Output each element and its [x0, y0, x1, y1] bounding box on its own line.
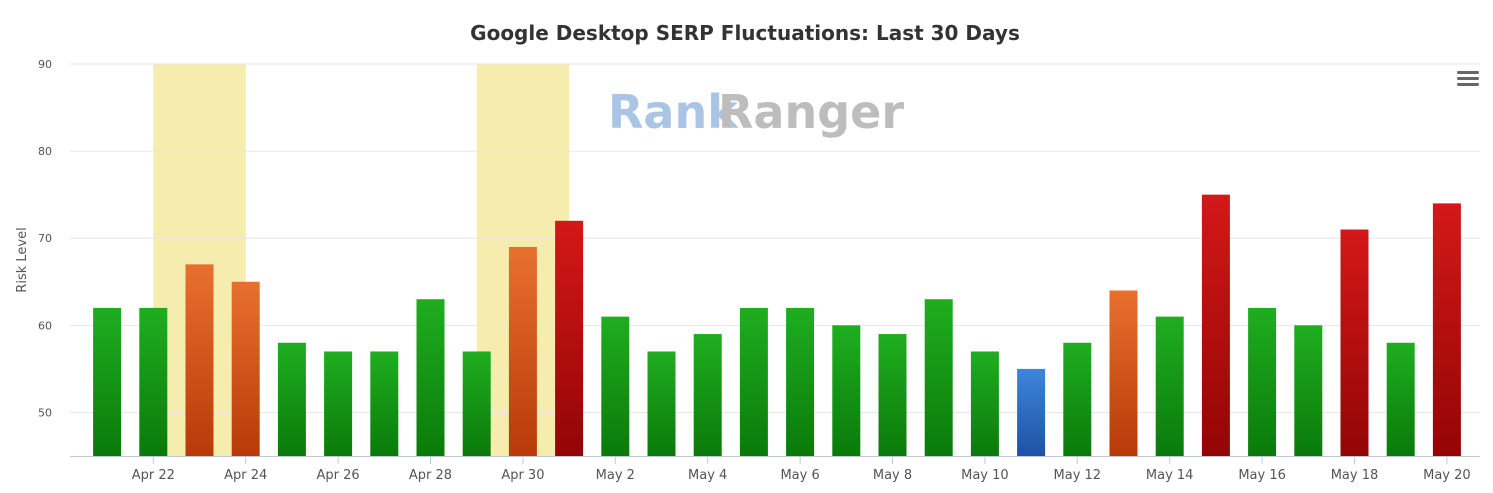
x-tick-label: Apr 28 [409, 468, 452, 483]
bar-may-9[interactable] [924, 299, 953, 456]
chart-menu-button[interactable] [1454, 68, 1482, 92]
bar-may-20[interactable] [1432, 203, 1461, 456]
bar-apr-23[interactable] [185, 264, 214, 456]
bar-apr-29[interactable] [462, 351, 491, 456]
bar-apr-28[interactable] [416, 299, 445, 456]
y-tick-label: 90 [38, 58, 52, 71]
bar-apr-30[interactable] [508, 246, 537, 456]
bar-may-14[interactable] [1155, 316, 1184, 456]
bars [93, 194, 1461, 456]
hamburger-menu-icon-line [1457, 83, 1479, 86]
x-tick-label: Apr 22 [132, 468, 175, 483]
bar-may-10[interactable] [970, 351, 999, 456]
bar-may-13[interactable] [1109, 290, 1138, 456]
x-tick-label: May 6 [780, 468, 819, 483]
x-tick-label: May 20 [1423, 468, 1471, 483]
y-tick-label: 80 [38, 145, 52, 158]
bar-may-19[interactable] [1386, 342, 1415, 456]
bar-may-4[interactable] [693, 334, 722, 456]
y-tick-label: 50 [38, 406, 52, 419]
x-tick-label: May 12 [1054, 468, 1102, 483]
x-tick-label: May 4 [688, 468, 727, 483]
y-tick-label: 70 [38, 232, 52, 245]
chart-title: Google Desktop SERP Fluctuations: Last 3… [470, 21, 1020, 45]
axes: Apr 22 Apr 24 Apr 26 Apr 28 Apr 30 May 2 May 4… [70, 456, 1480, 483]
bar-apr-26[interactable] [324, 351, 353, 456]
bar-may-8[interactable] [878, 334, 907, 456]
bar-apr-25[interactable] [277, 342, 306, 456]
x-tick-label: May 2 [596, 468, 635, 483]
bar-may-1[interactable] [555, 220, 584, 456]
x-tick-label: Apr 24 [224, 468, 267, 483]
bar-may-6[interactable] [786, 307, 815, 456]
x-tick-label: May 8 [873, 468, 912, 483]
highlight-bands [153, 64, 570, 456]
bar-may-3[interactable] [647, 351, 676, 456]
bar-apr-24[interactable] [231, 281, 260, 456]
hamburger-menu-icon-line [1457, 77, 1479, 80]
y-tick-label: 60 [38, 319, 52, 332]
watermark: Rank Ranger [608, 85, 904, 139]
watermark-ranger: Ranger [718, 85, 904, 139]
x-tick-label: Apr 26 [317, 468, 360, 483]
bar-may-17[interactable] [1294, 325, 1323, 456]
bar-may-7[interactable] [832, 325, 861, 456]
bar-apr-27[interactable] [370, 351, 399, 456]
bar-apr-22[interactable] [139, 307, 168, 456]
y-axis-label: Risk Level [15, 227, 30, 292]
bar-may-11[interactable] [1017, 368, 1046, 456]
bar-may-5[interactable] [739, 307, 768, 456]
bar-apr-21[interactable] [93, 307, 122, 456]
bar-may-18[interactable] [1340, 229, 1369, 456]
bar-may-2[interactable] [601, 316, 630, 456]
hamburger-menu-icon [1457, 71, 1479, 74]
x-tick-label: May 14 [1146, 468, 1194, 483]
x-tick-label: Apr 30 [501, 468, 544, 483]
bar-may-15[interactable] [1201, 194, 1230, 456]
x-tick-label: May 10 [961, 468, 1009, 483]
bar-may-16[interactable] [1248, 307, 1277, 456]
watermark-rank: Rank [608, 85, 739, 139]
x-tick-label: May 16 [1238, 468, 1286, 483]
x-tick-label: May 18 [1331, 468, 1379, 483]
bar-may-12[interactable] [1063, 342, 1092, 456]
